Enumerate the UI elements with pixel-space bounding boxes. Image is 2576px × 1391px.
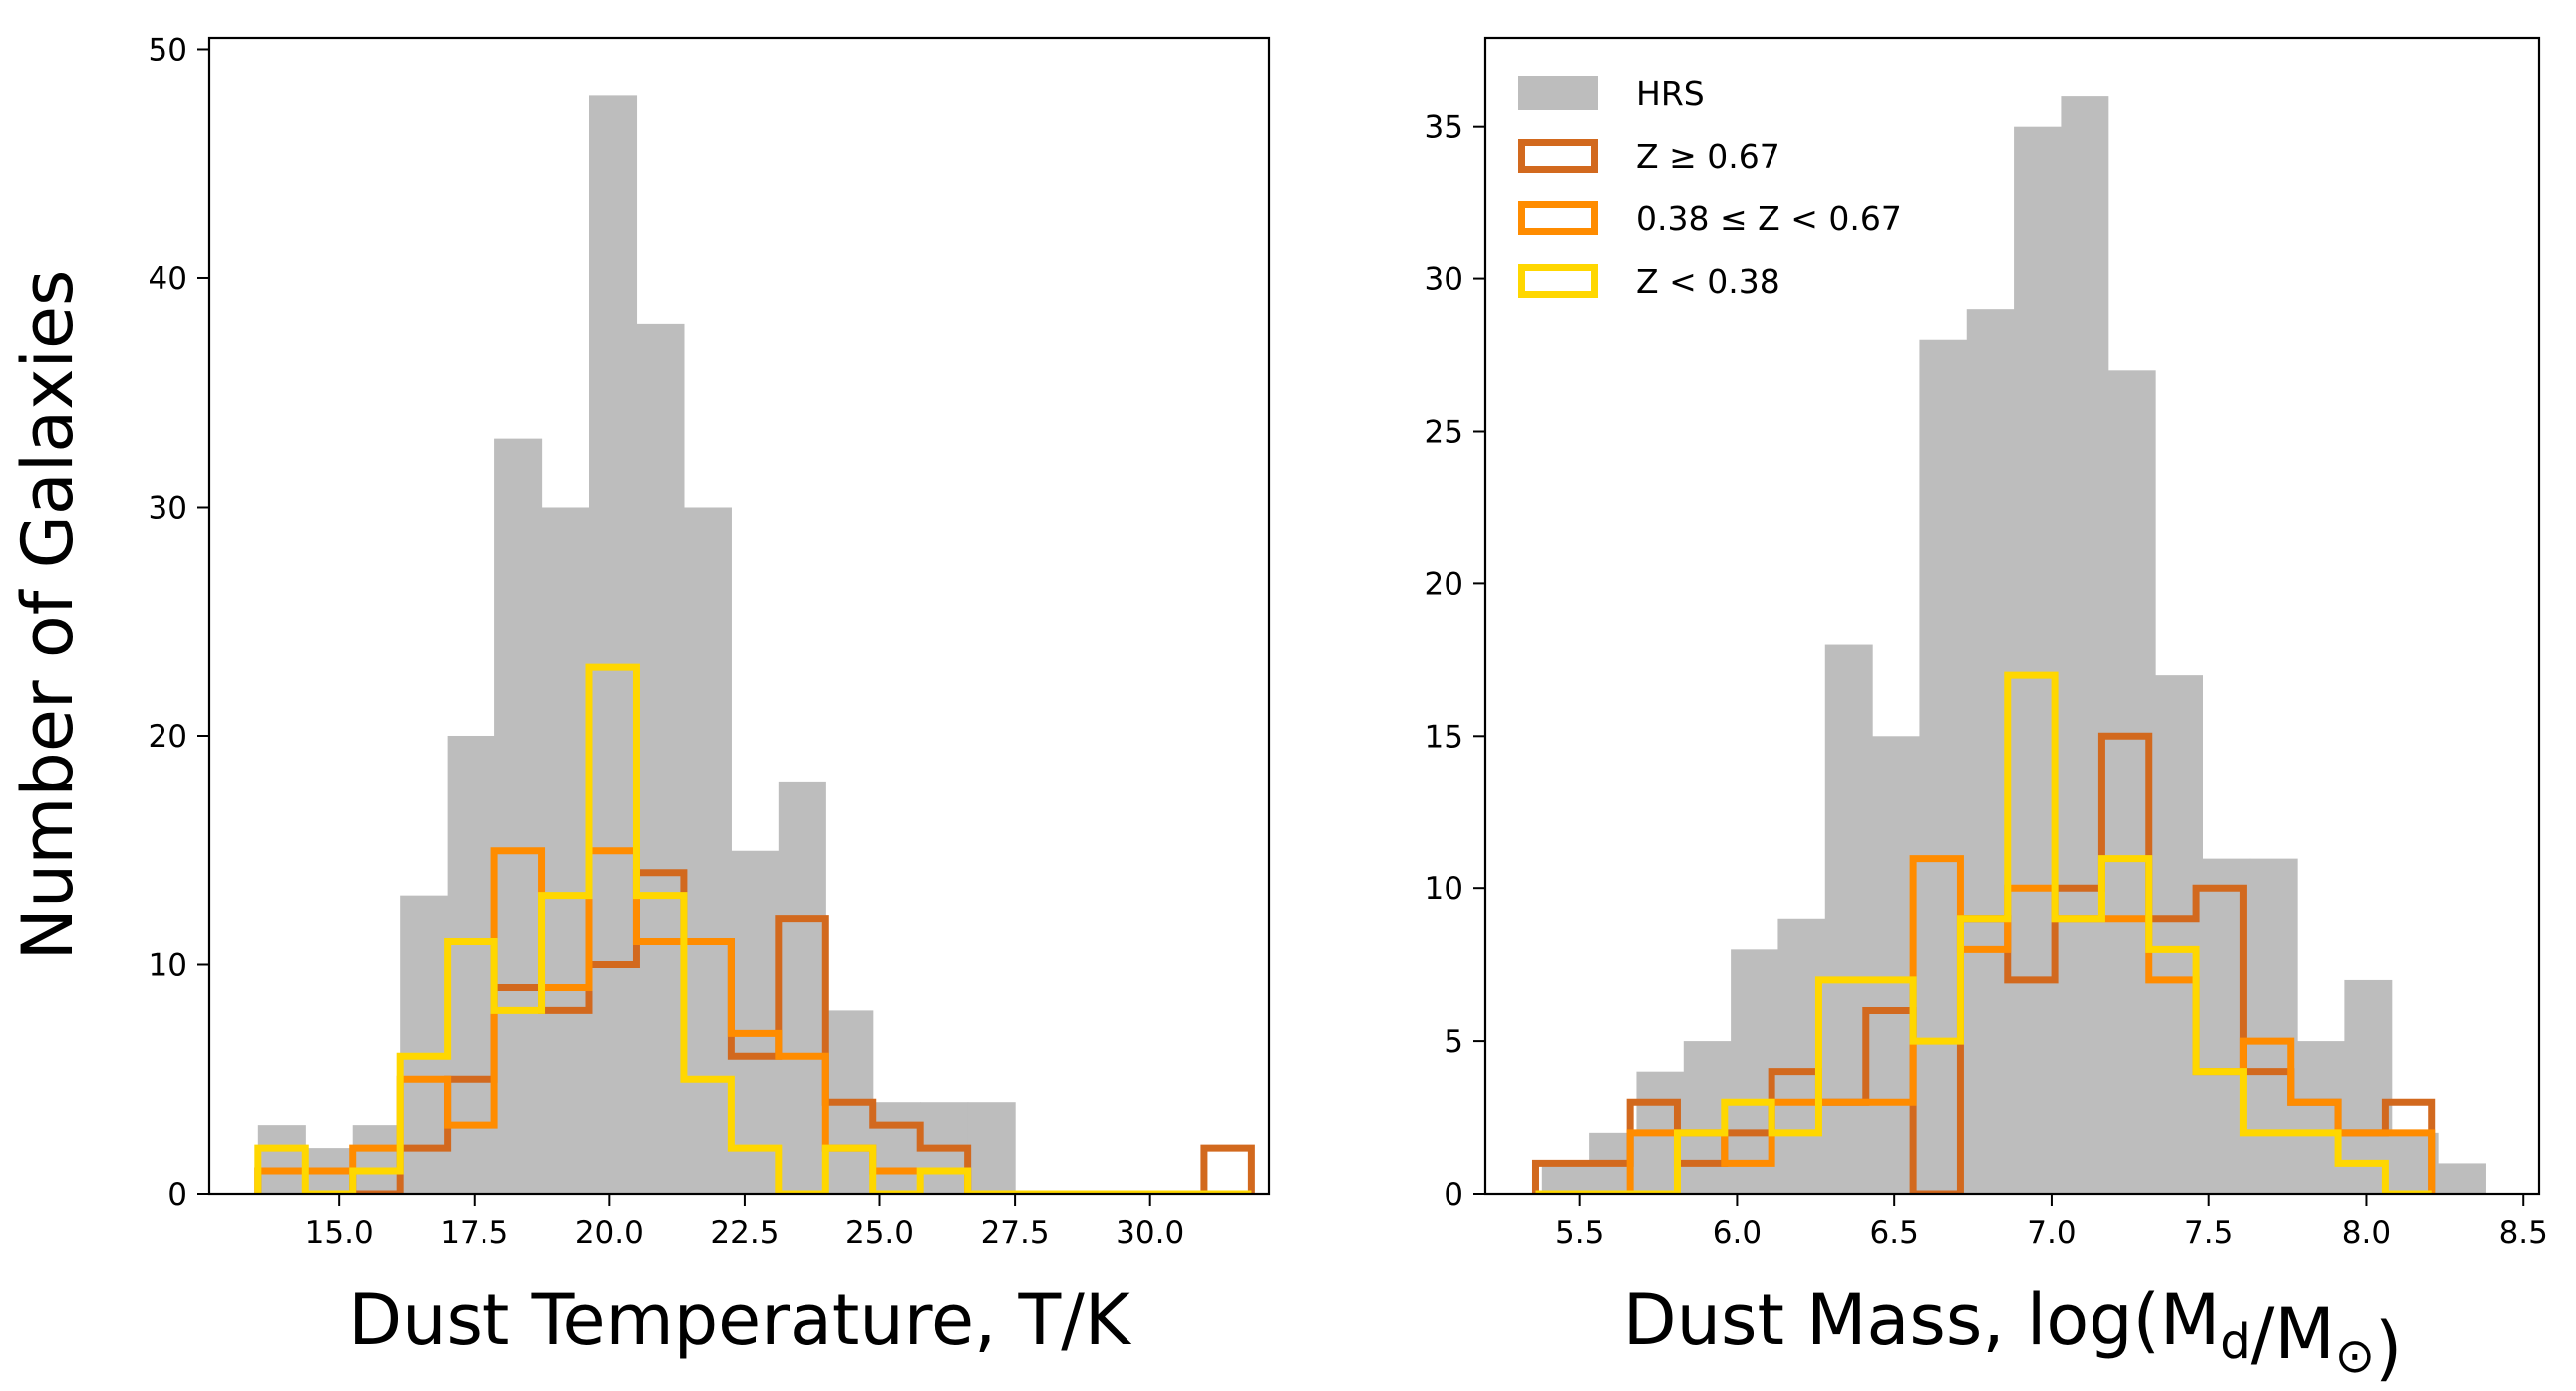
hrs-bar [541, 507, 590, 1194]
hrs-bar [257, 1125, 306, 1194]
legend-item: HRS [1518, 74, 1705, 113]
hrs-bar [1824, 644, 1873, 1194]
legend-swatch [1518, 201, 1598, 235]
hrs-bar [2155, 675, 2203, 1194]
hrs-bar [683, 507, 732, 1194]
y-tick-label: 10 [1425, 871, 1463, 907]
x-axis-label: Dust Mass, log(Md/M⊙) [1623, 1279, 2403, 1389]
legend-swatch [1518, 264, 1598, 298]
y-tick-label: 0 [167, 1177, 187, 1213]
x-tick-label: 8.0 [2342, 1216, 2391, 1251]
axes-frame [1483, 36, 2541, 1196]
legend-item: Z ≥ 0.67 [1518, 137, 1780, 175]
x-tick-label: 25.0 [845, 1216, 914, 1251]
legend-label: Z ≥ 0.67 [1636, 137, 1780, 175]
hrs-bar [731, 850, 780, 1194]
low-metallicity-step-line [1535, 671, 2432, 1194]
y-tick-label: 20 [149, 719, 187, 755]
x-tick-label: 15.0 [305, 1216, 374, 1251]
legend-label: 0.38 ≤ Z < 0.67 [1636, 199, 1902, 238]
hrs-bar [1541, 1163, 1590, 1194]
x-tick-label: 27.5 [981, 1216, 1050, 1251]
hrs-bar [352, 1125, 401, 1194]
x-tick-label: 22.5 [710, 1216, 779, 1251]
x-tick-label: 30.0 [1116, 1216, 1184, 1251]
hrs-bar [588, 95, 638, 1194]
y-tick-label: 30 [1425, 262, 1463, 298]
hrs-bar [2014, 126, 2063, 1194]
y-tick-label: 5 [1444, 1024, 1463, 1060]
y-tick-label: 15 [1425, 719, 1463, 755]
plot-area [1531, 96, 2486, 1194]
hrs-bar [2438, 1163, 2486, 1194]
x-tick-label: 5.5 [1555, 1216, 1604, 1251]
dust-temperature-panel: 15.0 17.5 20.0 22.5 25.0 27.5 30.0 0 10 20 30 40 50 [149, 32, 1271, 1251]
hrs-bar [2249, 858, 2298, 1194]
y-tick-label: 50 [149, 32, 187, 68]
dust-mass-panel: 5.5 6.0 6.5 7.0 7.5 8.0 8.5 0 5 10 15 20 25 30 35 [1425, 36, 2548, 1251]
legend-label: Z < 0.38 [1636, 262, 1780, 301]
legend-swatch [1518, 139, 1598, 173]
legend-item: 0.38 ≤ Z < 0.67 [1518, 199, 1902, 238]
hrs-bar [967, 1102, 1016, 1194]
x-tick-label: 20.0 [575, 1216, 644, 1251]
x-axis-label: Dust Temperature, T/K [348, 1279, 1132, 1361]
axes-frame [207, 36, 1271, 1196]
hrs-bar [2061, 96, 2109, 1194]
hrs-bar [778, 781, 826, 1194]
y-tick-label: 35 [1425, 110, 1463, 146]
y-tick-label: 0 [1444, 1177, 1463, 1213]
x-tick-label: 17.5 [440, 1216, 508, 1251]
x-tick-label: 7.0 [2027, 1216, 2076, 1251]
y-axis-label: Number of Galaxies [7, 269, 89, 960]
x-tick-label: 7.5 [2184, 1216, 2233, 1251]
hrs-bar [494, 438, 543, 1194]
legend: HRS Z ≥ 0.67 0.38 ≤ Z < 0.67 Z < 0.38 [1518, 74, 1902, 301]
y-tick-label: 20 [1425, 566, 1463, 602]
plot-area [254, 95, 1255, 1194]
hrs-bar [400, 895, 449, 1194]
y-tick-label: 10 [149, 947, 187, 983]
hrs-bar [2344, 979, 2393, 1194]
y-tick-label: 40 [149, 261, 187, 297]
legend-label: HRS [1636, 74, 1705, 113]
x-tick-label: 6.0 [1713, 1216, 1762, 1251]
y-tick-label: 30 [149, 490, 187, 525]
y-tick-label: 25 [1425, 414, 1463, 450]
legend-swatch [1518, 76, 1598, 110]
low-metallicity-step-line [254, 663, 1252, 1194]
x-tick-label: 8.5 [2499, 1216, 2548, 1251]
hrs-bar [447, 735, 495, 1194]
x-tick-label: 6.5 [1870, 1216, 1919, 1251]
hrs-bar [872, 1102, 921, 1194]
hrs-bar [636, 323, 685, 1194]
legend-item: Z < 0.38 [1518, 262, 1780, 301]
